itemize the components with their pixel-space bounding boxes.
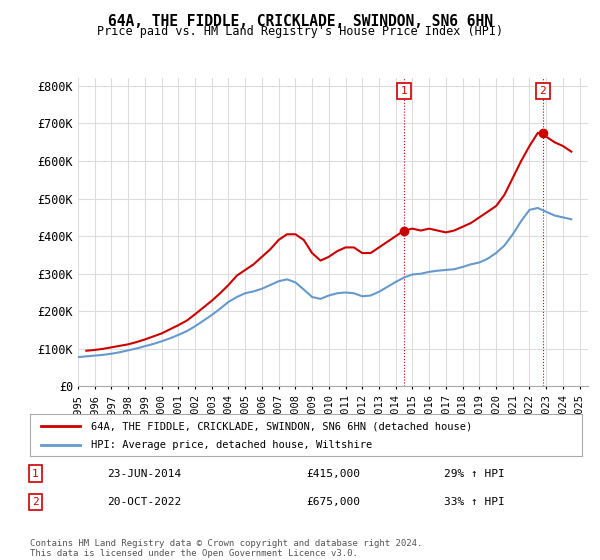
Text: 23-JUN-2014: 23-JUN-2014 bbox=[107, 469, 182, 479]
Text: 29% ↑ HPI: 29% ↑ HPI bbox=[444, 469, 505, 479]
Text: Price paid vs. HM Land Registry's House Price Index (HPI): Price paid vs. HM Land Registry's House … bbox=[97, 25, 503, 38]
Text: 20-OCT-2022: 20-OCT-2022 bbox=[107, 497, 182, 507]
Text: 64A, THE FIDDLE, CRICKLADE, SWINDON, SN6 6HN (detached house): 64A, THE FIDDLE, CRICKLADE, SWINDON, SN6… bbox=[91, 421, 472, 431]
Text: 1: 1 bbox=[401, 86, 407, 96]
Text: 1: 1 bbox=[32, 469, 39, 479]
Text: 2: 2 bbox=[539, 86, 546, 96]
Text: 64A, THE FIDDLE, CRICKLADE, SWINDON, SN6 6HN: 64A, THE FIDDLE, CRICKLADE, SWINDON, SN6… bbox=[107, 14, 493, 29]
Text: £415,000: £415,000 bbox=[306, 469, 360, 479]
Text: 2: 2 bbox=[32, 497, 39, 507]
Text: 33% ↑ HPI: 33% ↑ HPI bbox=[444, 497, 505, 507]
Text: £675,000: £675,000 bbox=[306, 497, 360, 507]
Text: Contains HM Land Registry data © Crown copyright and database right 2024.
This d: Contains HM Land Registry data © Crown c… bbox=[30, 539, 422, 558]
Text: HPI: Average price, detached house, Wiltshire: HPI: Average price, detached house, Wilt… bbox=[91, 440, 372, 450]
